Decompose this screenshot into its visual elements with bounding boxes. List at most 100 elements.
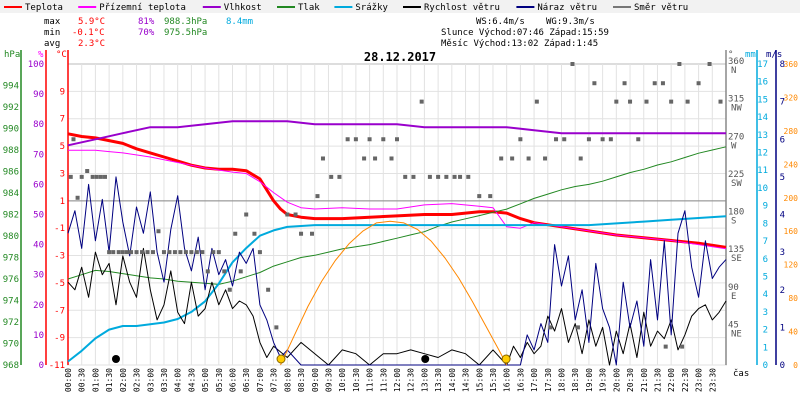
- wind-direction-point: [205, 269, 210, 274]
- axis-mm-tick: 8: [763, 219, 768, 229]
- wind-direction-point: [172, 250, 177, 255]
- axis-pct-tick: 50: [33, 211, 44, 221]
- wind-direction-point: [156, 229, 161, 234]
- x-tick-label: 17:30: [544, 368, 553, 392]
- axis-deg-tick: 135: [728, 245, 744, 255]
- x-tick-label: 00:30: [78, 368, 87, 392]
- axis-mm-tick: 6: [763, 255, 768, 265]
- wind-direction-point: [707, 62, 712, 66]
- x-tick-label: 13:30: [434, 368, 443, 392]
- axis-hpa-tick: 982: [3, 211, 19, 221]
- wind-direction-point: [488, 194, 493, 199]
- wind-direction-point: [575, 325, 580, 330]
- info-wg: WG:9.3m/s: [546, 17, 595, 27]
- x-tick-label: 04:00: [174, 368, 183, 392]
- axis-pct-tick: 80: [33, 120, 44, 130]
- axis-celsius-unit: °C: [56, 50, 67, 60]
- axis-mm-tick: 0: [763, 361, 768, 371]
- axis-ms-unit: m/s: [766, 50, 782, 60]
- axis-wm2-tick: 360: [784, 60, 799, 69]
- axis-wm2-tick: 40: [788, 328, 798, 337]
- wind-direction-point: [79, 174, 84, 179]
- wind-direction-point: [167, 250, 172, 255]
- stats-block: max 5.9°C 81% 988.3hPa 8.4mm min -0.1°C …: [44, 17, 253, 49]
- wind-direction-point: [510, 156, 515, 161]
- x-tick-label: 17:00: [530, 368, 539, 392]
- wind-direction-point: [227, 287, 232, 292]
- x-tick-label: 20:00: [612, 368, 621, 392]
- x-tick-label: 09:30: [324, 368, 333, 392]
- stat-min-temp: -0.1°C: [72, 28, 105, 38]
- x-tick-label: 19:30: [599, 368, 608, 392]
- wind-direction-point: [395, 137, 399, 142]
- wind-direction-point: [94, 174, 99, 179]
- axis-mm-tick: 4: [763, 290, 768, 300]
- legend-label: Přízemní teplota: [99, 3, 186, 13]
- axis-mm-tick: 13: [757, 131, 768, 141]
- wind-direction-point: [257, 250, 262, 255]
- x-tick-label: 19:00: [585, 368, 594, 392]
- wind-direction-point: [466, 174, 471, 179]
- stat-min-label: min: [44, 28, 60, 38]
- series-layer: [67, 120, 727, 366]
- wind-direction-point: [669, 99, 674, 104]
- wind-direction-point: [548, 325, 553, 330]
- wind-direction-point: [353, 137, 358, 142]
- legend-label: Směr větru: [634, 3, 688, 13]
- wind-direction-point: [161, 250, 166, 255]
- x-tick-label: 13:00: [420, 368, 429, 392]
- stat-min-press: 975.5hPa: [164, 28, 207, 38]
- axis-ms-tick: 8: [780, 60, 785, 70]
- axis-wm2-tick: 320: [784, 93, 799, 102]
- x-tick-label: 02:30: [133, 368, 142, 392]
- x-tick-label: 21:30: [653, 368, 662, 392]
- wind-direction-point: [71, 137, 76, 142]
- x-tick-label: 15:00: [475, 368, 484, 392]
- wind-direction-point: [274, 325, 279, 330]
- wind-direction-point: [562, 137, 567, 142]
- axis-celsius-tick: -1: [54, 224, 65, 234]
- wind-direction-point: [367, 137, 372, 142]
- x-tick-label: 12:30: [407, 368, 416, 392]
- x-tick-label: 09:00: [311, 368, 320, 392]
- wind-direction-point: [677, 62, 682, 66]
- axis-mm-tick: 14: [757, 113, 768, 123]
- axis-hpa-tick: 974: [3, 297, 19, 307]
- wind-direction-point: [244, 212, 249, 217]
- axis-celsius-tick: 3: [60, 169, 65, 179]
- axis-wm2-tick: 80: [788, 294, 798, 303]
- axis-ms-tick: 7: [780, 98, 785, 108]
- axis-mm-tick: 10: [757, 184, 768, 194]
- axis-deg-compass: W: [731, 141, 737, 151]
- x-tick-label: 05:30: [215, 368, 224, 392]
- legend: Teplota Přízemní teplota Vlhkost Tlak Srážky…: [0, 0, 800, 13]
- wind-direction-point: [411, 174, 416, 179]
- wind-direction-point: [636, 137, 641, 142]
- wind-direction-point: [608, 137, 613, 142]
- axis-hpa-tick: 980: [3, 232, 19, 242]
- axis-deg-tick: 180: [728, 208, 744, 218]
- axis-mm-tick: 9: [763, 202, 768, 212]
- axis-pct-tick: 40: [33, 241, 44, 251]
- info-sun: Slunce Východ:07:46 Západ:15:59: [441, 28, 609, 38]
- axis-wm2-tick: 200: [784, 194, 799, 203]
- wind-direction-point: [111, 250, 116, 255]
- x-tick-label: 08:00: [283, 368, 292, 392]
- axis-celsius-tick: -9: [54, 334, 65, 344]
- grid: [67, 63, 727, 366]
- wind-direction-point: [211, 250, 216, 255]
- x-tick-label: 22:00: [667, 368, 676, 392]
- wind-direction-point: [373, 156, 378, 161]
- series-line-tlak: [67, 146, 727, 285]
- wind-direction-point: [116, 250, 121, 255]
- chart-title: 28.12.2017: [364, 50, 436, 64]
- wind-direction-point: [600, 137, 605, 142]
- x-tick-label: 14:30: [462, 368, 471, 392]
- axis-ms-tick: 4: [780, 211, 785, 221]
- wind-direction-point: [554, 137, 559, 142]
- axis-mm-unit: mm: [745, 50, 756, 60]
- stat-avg-temp: 2.3°C: [78, 39, 105, 49]
- axis-deg-compass: SW: [731, 179, 742, 189]
- wind-direction-point: [458, 174, 463, 179]
- wind-direction-point: [129, 250, 134, 255]
